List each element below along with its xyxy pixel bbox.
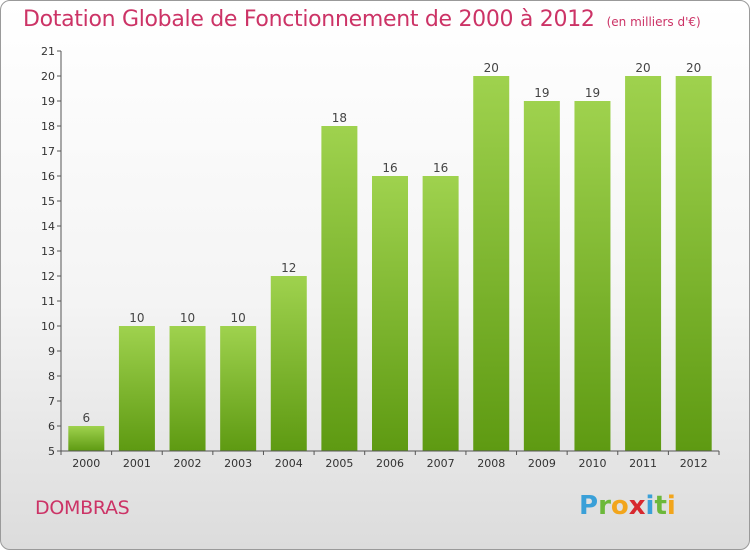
y-tick-label: 12	[41, 270, 55, 283]
y-tick-label: 15	[41, 195, 55, 208]
x-tick-label: 2007	[427, 457, 455, 470]
bar	[220, 326, 257, 451]
x-tick-label: 2009	[528, 457, 556, 470]
logo-letter: o	[610, 491, 629, 521]
bar-value-label: 10	[129, 311, 144, 325]
bar	[625, 76, 662, 451]
bar	[473, 76, 510, 451]
x-tick-label: 2000	[72, 457, 100, 470]
y-tick-label: 17	[41, 145, 55, 158]
y-tick-label: 16	[41, 170, 55, 183]
x-tick-label: 2005	[325, 457, 353, 470]
x-tick-label: 2010	[578, 457, 606, 470]
bar	[68, 426, 105, 451]
logo-letter: P	[579, 491, 599, 521]
bar	[372, 176, 408, 451]
bar	[321, 126, 358, 451]
y-tick-label: 8	[48, 370, 55, 383]
bar	[270, 276, 307, 451]
y-tick-label: 5	[48, 445, 55, 458]
y-tick-label: 9	[48, 345, 55, 358]
x-tick-label: 2002	[174, 457, 202, 470]
x-tick-label: 2006	[376, 457, 404, 470]
logo-letter: i	[666, 491, 676, 521]
bar-value-label: 19	[585, 86, 600, 100]
bar-value-label: 20	[484, 61, 499, 75]
bar-value-label: 12	[281, 261, 296, 275]
x-tick-label: 2004	[275, 457, 303, 470]
chart-title-text: Dotation Globale de Fonctionnement de 20…	[23, 7, 595, 32]
logo-letter: i	[645, 491, 655, 521]
y-tick-label: 14	[41, 220, 55, 233]
y-tick-label: 7	[48, 395, 55, 408]
y-tick-label: 13	[41, 245, 55, 258]
bar-value-label: 6	[82, 411, 90, 425]
y-tick-label: 19	[41, 95, 55, 108]
y-axis: 5 6 7 8 9 10 11 12 13 14 15 16 17 18 19 20 21	[41, 45, 62, 458]
chart-title: Dotation Globale de Fonctionnement de 20…	[23, 7, 701, 32]
bar-value-label: 19	[534, 86, 549, 100]
bar-value-label: 20	[635, 61, 650, 75]
x-tick-label: 2008	[477, 457, 505, 470]
bar-value-label: 18	[332, 111, 347, 125]
bar	[169, 326, 206, 451]
bar	[574, 101, 611, 451]
bar	[675, 76, 712, 451]
bars-group: 6 10 10 10 12 18 16 16 20 19 19 20 20	[68, 61, 712, 451]
logo-letter: x	[628, 491, 646, 521]
bar-value-label: 10	[180, 311, 195, 325]
x-tick-label: 2001	[123, 457, 151, 470]
bar	[118, 326, 155, 451]
bar-value-label: 16	[433, 161, 448, 175]
proxiti-logo: Proxiti	[579, 491, 676, 521]
chart-subtitle: (en milliers d'€)	[606, 15, 701, 29]
x-tick-label: 2012	[680, 457, 708, 470]
bar-value-label: 10	[231, 311, 246, 325]
y-tick-label: 10	[41, 320, 55, 333]
x-axis: 2000 2001 2002 2003 2004 2005 2006 2007 2008 2009…	[60, 450, 720, 470]
bar-value-label: 20	[686, 61, 701, 75]
y-tick-label: 6	[48, 420, 55, 433]
logo-letter: t	[654, 491, 667, 521]
bar	[523, 101, 560, 451]
commune-name: DOMBRAS	[35, 497, 130, 519]
bar	[422, 176, 459, 451]
logo-letter: r	[598, 491, 611, 521]
y-tick-label: 21	[41, 45, 55, 58]
bar-value-label: 16	[382, 161, 397, 175]
x-tick-label: 2003	[224, 457, 252, 470]
y-tick-label: 11	[41, 295, 55, 308]
x-tick-label: 2011	[629, 457, 657, 470]
y-tick-label: 18	[41, 120, 55, 133]
y-tick-label: 20	[41, 70, 55, 83]
